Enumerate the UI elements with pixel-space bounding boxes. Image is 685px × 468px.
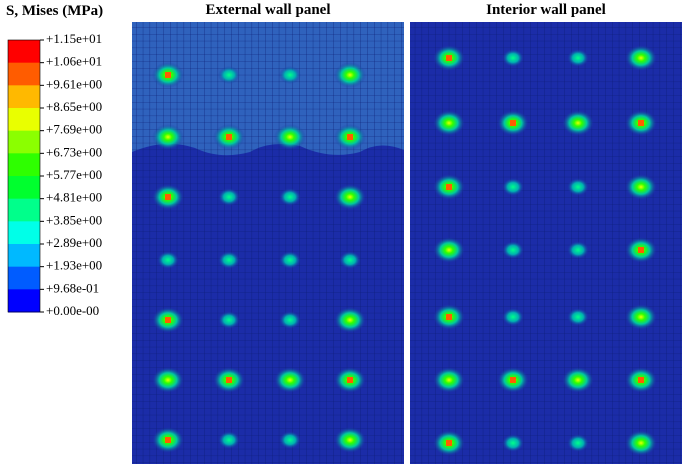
legend-label: +5.77e+00 bbox=[46, 167, 102, 182]
peak bbox=[446, 184, 452, 190]
peak bbox=[446, 440, 452, 446]
hotspot bbox=[274, 367, 306, 393]
peak bbox=[165, 72, 171, 78]
hotspot bbox=[433, 237, 465, 263]
hotspot bbox=[567, 178, 589, 196]
hotspot bbox=[218, 431, 240, 449]
hotspot bbox=[218, 251, 240, 269]
peak bbox=[446, 55, 452, 61]
legend-label: +1.06e+01 bbox=[46, 54, 102, 69]
legend-band bbox=[8, 108, 40, 132]
hotspot bbox=[433, 110, 465, 136]
legend-band bbox=[8, 266, 40, 290]
hotspot bbox=[274, 124, 306, 150]
hotspot bbox=[502, 241, 524, 259]
legend-band bbox=[8, 176, 40, 200]
hotspot bbox=[218, 66, 240, 84]
panel-title: Interior wall panel bbox=[486, 2, 606, 18]
legend-band bbox=[8, 40, 40, 64]
peak bbox=[510, 120, 516, 126]
peak bbox=[226, 134, 232, 140]
hotspot bbox=[339, 251, 361, 269]
hotspot bbox=[567, 49, 589, 67]
hotspot bbox=[502, 308, 524, 326]
legend-label: +1.93e+00 bbox=[46, 258, 102, 273]
hotspot bbox=[334, 184, 366, 210]
peak bbox=[165, 317, 171, 323]
legend-label: +9.68e-01 bbox=[46, 280, 99, 295]
legend-band bbox=[8, 198, 40, 222]
peak bbox=[226, 377, 232, 383]
legend-label: +7.69e+00 bbox=[46, 122, 102, 137]
peak bbox=[638, 120, 644, 126]
legend-title: S, Mises (MPa) bbox=[6, 3, 103, 19]
legend-band bbox=[8, 85, 40, 109]
legend-label: +4.81e+00 bbox=[46, 190, 102, 205]
hotspot bbox=[502, 434, 524, 452]
hotspot bbox=[218, 311, 240, 329]
legend-label: +9.61e+00 bbox=[46, 76, 102, 91]
hotspot bbox=[218, 188, 240, 206]
hotspot bbox=[562, 110, 594, 136]
peak bbox=[347, 134, 353, 140]
hotspot bbox=[567, 434, 589, 452]
legend-label: +6.73e+00 bbox=[46, 144, 102, 159]
legend-band bbox=[8, 62, 40, 86]
hotspot bbox=[279, 66, 301, 84]
peak bbox=[638, 247, 644, 253]
hotspot bbox=[279, 251, 301, 269]
legend-band bbox=[8, 153, 40, 177]
hotspot bbox=[334, 62, 366, 88]
legend-band bbox=[8, 244, 40, 268]
hotspot bbox=[625, 304, 657, 330]
peak bbox=[446, 314, 452, 320]
legend-label: +8.65e+00 bbox=[46, 99, 102, 114]
hotspot bbox=[279, 188, 301, 206]
hotspot bbox=[562, 367, 594, 393]
peak bbox=[638, 377, 644, 383]
legend-band bbox=[8, 289, 40, 313]
hotspot bbox=[567, 308, 589, 326]
hotspot bbox=[625, 174, 657, 200]
hotspot bbox=[502, 49, 524, 67]
legend-band bbox=[8, 130, 40, 154]
peak bbox=[165, 437, 171, 443]
peak bbox=[347, 377, 353, 383]
hotspot bbox=[625, 430, 657, 456]
panel-title: External wall panel bbox=[205, 2, 330, 18]
legend-label: +3.85e+00 bbox=[46, 212, 102, 227]
hotspot bbox=[433, 367, 465, 393]
hotspot bbox=[502, 178, 524, 196]
hotspot bbox=[152, 124, 184, 150]
hotspot bbox=[625, 45, 657, 71]
legend-label: +0.00e-00 bbox=[46, 303, 99, 318]
hotspot bbox=[279, 431, 301, 449]
legend-label: +1.15e+01 bbox=[46, 31, 102, 46]
peak bbox=[165, 194, 171, 200]
hotspot bbox=[334, 307, 366, 333]
legend-band bbox=[8, 221, 40, 245]
legend-label: +2.89e+00 bbox=[46, 235, 102, 250]
hotspot bbox=[334, 427, 366, 453]
hotspot bbox=[157, 251, 179, 269]
hotspot bbox=[152, 367, 184, 393]
mesh bbox=[132, 22, 404, 464]
peak bbox=[510, 377, 516, 383]
hotspot bbox=[567, 241, 589, 259]
hotspot bbox=[279, 311, 301, 329]
